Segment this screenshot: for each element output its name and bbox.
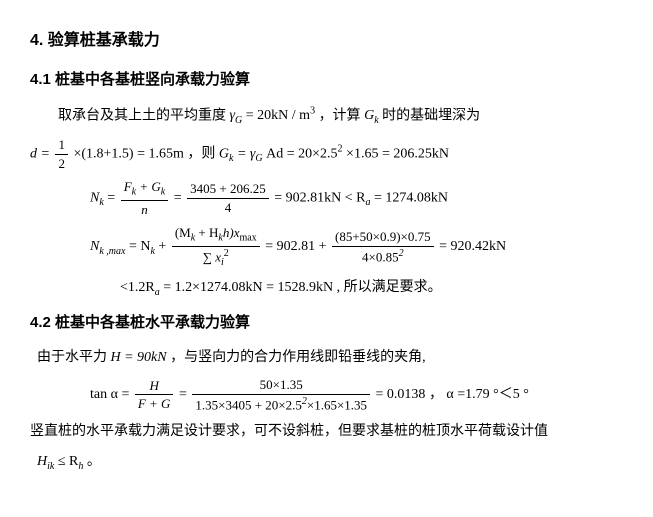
d-lhs: d = xyxy=(30,146,53,161)
Nkmax-plus: + xyxy=(158,239,169,254)
Nkmax-f1-den: ∑ xi2 xyxy=(172,247,260,269)
d-mid: ×(1.8+1.5) = 1.65m xyxy=(73,146,183,161)
lt12Ra-tail: = 1.2×1274.08kN = 1528.9kN xyxy=(163,280,333,295)
Gk2-sub: k xyxy=(229,153,233,164)
tan-f2-num: 50×1.35 xyxy=(192,377,370,395)
tan-f2-den-a: 1.35×3405 + 20×2.5 xyxy=(195,397,302,412)
s41-conclude: , 所以满足要求。 xyxy=(337,280,442,295)
Nk-f2-den: 4 xyxy=(187,199,269,216)
Nk-frac1-num: Fk + Gk xyxy=(121,179,169,201)
s42-eq-tan: tan α = H F + G = 50×1.35 1.35×3405 + 20… xyxy=(90,377,623,413)
s41-eq-Nk: Nk = Fk + Gk n = 3405 + 206.25 4 = 902.8… xyxy=(90,179,623,217)
d-then: ，则 xyxy=(187,146,215,161)
Gk-sub: k xyxy=(374,115,378,126)
Hik: H xyxy=(37,454,47,469)
Nkmax-f1-den-sup: 2 xyxy=(224,248,229,259)
gammaG-exp: 3 xyxy=(310,106,315,117)
Gk2: G xyxy=(219,146,229,161)
Ra-sub: a xyxy=(365,197,370,208)
lt12Ra-sub: a xyxy=(155,287,160,298)
s41-p1-c: 时的基础埋深为 xyxy=(382,108,480,123)
frac-half-den: 2 xyxy=(55,155,68,172)
tan-f2-den: 1.35×3405 + 20×2.52×1.65×1.35 xyxy=(192,395,370,413)
Nk-val: = 902.81kN < R xyxy=(274,191,365,206)
Nk-f1-den: n xyxy=(121,201,169,218)
Nkmax-f1-num: (Mk + Hkh)xmax xyxy=(172,225,260,247)
gammaG-val: = 20kN / m xyxy=(242,108,310,123)
tan-frac2: 50×1.35 1.35×3405 + 20×2.52×1.65×1.35 xyxy=(192,377,370,413)
Nk-f2-num: 3405 + 206.25 xyxy=(187,181,269,199)
Nkmax-Nksub: k xyxy=(150,246,154,257)
tan-eq: = xyxy=(179,387,190,402)
Nk-frac2: 3405 + 206.25 4 xyxy=(187,181,269,215)
Nkmax-sub: k ,max xyxy=(99,246,125,257)
tan-f2-den-b: ×1.65×1.35 xyxy=(307,397,367,412)
Nk-sub: k xyxy=(99,197,103,208)
Nkmax-f2-den-a: 4×0.85 xyxy=(362,249,399,264)
Nkmax-f2-den-sup: 2 xyxy=(399,248,404,259)
tan-val: = 0.0138 xyxy=(376,387,426,402)
Gk-sq: 2 xyxy=(338,144,343,155)
s42-p1-a: 由于水平力 xyxy=(37,350,107,365)
H-expr: H = 90kN xyxy=(111,350,171,365)
Nk-f1-Gsub: k xyxy=(161,187,165,198)
s41-eq-d: d = 1 2 ×(1.8+1.5) = 1.65m ，则 Gk = γG Ad… xyxy=(30,137,623,171)
Gk-sym: Gk xyxy=(364,108,382,123)
s41-p1-b: ，计算 xyxy=(319,108,361,123)
gammaG-expr: γG = 20kN / m3 xyxy=(230,108,319,123)
s42-eq-Hik: Hik ≤ Rh 。 xyxy=(30,451,623,475)
section-4-1-title: 4.1 桩基中各基桩竖向承载力验算 xyxy=(30,68,623,92)
Nk-f1-Gb: + G xyxy=(136,179,161,194)
tan-f1-den: F + G xyxy=(135,395,174,412)
Nkmax-f2-den: 4×0.852 xyxy=(332,247,434,265)
s41-eq-Nkmax: Nk ,max = Nk + (Mk + Hkh)xmax ∑ xi2 = 90… xyxy=(90,225,623,269)
Nkmax-f1-a: (M xyxy=(175,225,191,240)
Gk-letter: G xyxy=(364,108,374,123)
frac-half-num: 1 xyxy=(55,137,68,155)
Gk-tail: ×1.65 = 206.25kN xyxy=(346,146,449,161)
Nkmax-frac2: (85+50×0.9)×0.75 4×0.852 xyxy=(332,229,434,265)
Nk-f1-Fa: F xyxy=(124,179,132,194)
Nkmax-lhs: N xyxy=(90,239,99,254)
section-4-title: 4. 验算桩基承载力 xyxy=(30,28,623,54)
le: ≤ R xyxy=(58,454,79,469)
Nkmax-f1-b: + H xyxy=(195,225,218,240)
s41-para1: 取承台及其上土的平均重度 γG = 20kN / m3 ，计算 Gk 时的基础埋… xyxy=(30,104,623,129)
lt12Ra: <1.2R xyxy=(120,280,155,295)
Nkmax-f2-num: (85+50×0.9)×0.75 xyxy=(332,229,434,247)
alpha-val: ， α =1.79 °＜5 ° xyxy=(429,387,529,402)
s42-para1: 由于水平力 H = 90kN ，与竖向力的合力作用线即铅垂线的夹角, xyxy=(30,347,623,369)
Gk-expr: = γ xyxy=(237,146,255,161)
Nkmax-mid: = 902.81 + xyxy=(265,239,330,254)
tan-f1-num: H xyxy=(135,378,174,396)
Rh-sub: h xyxy=(78,461,83,472)
frac-half: 1 2 xyxy=(55,137,68,171)
Nkmax-f1-maxsub: max xyxy=(239,233,256,244)
Nk-frac1: Fk + Gk n xyxy=(121,179,169,217)
Hik-sub: ik xyxy=(47,461,54,472)
tan-frac1: H F + G xyxy=(135,378,174,412)
Nk-eq2: = xyxy=(174,191,185,206)
Gk-expr2: Ad = 20×2.5 xyxy=(266,146,337,161)
s42-p1-b: ，与竖向力的合力作用线即铅垂线的夹角, xyxy=(170,350,426,365)
Nkmax-f1-den-a: ∑ x xyxy=(203,249,221,264)
period: 。 xyxy=(87,454,101,469)
s41-eq-lt12Ra: <1.2Ra = 1.2×1274.08kN = 1528.9kN , 所以满足… xyxy=(120,277,623,301)
Gk-expr-sub: G xyxy=(255,153,262,164)
Nkmax-eq: = N xyxy=(129,239,151,254)
Ra-val: = 1274.08kN xyxy=(374,191,448,206)
Nk-lhs: N xyxy=(90,191,99,206)
Nkmax-f1-c: h)x xyxy=(223,225,240,240)
s41-p1-a: 取承台及其上土的平均重度 xyxy=(58,108,226,123)
Nk-eq1: = xyxy=(107,191,118,206)
s42-para2: 竖直桩的水平承载力满足设计要求，可不设斜桩，但要求基桩的桩顶水平荷载设计值 xyxy=(30,421,623,443)
tan-lhs: tan α = xyxy=(90,387,133,402)
section-4-2-title: 4.2 桩基中各基桩水平承载力验算 xyxy=(30,311,623,335)
Nkmax-frac1: (Mk + Hkh)xmax ∑ xi2 xyxy=(172,225,260,269)
Nkmax-val: = 920.42kN xyxy=(439,239,506,254)
